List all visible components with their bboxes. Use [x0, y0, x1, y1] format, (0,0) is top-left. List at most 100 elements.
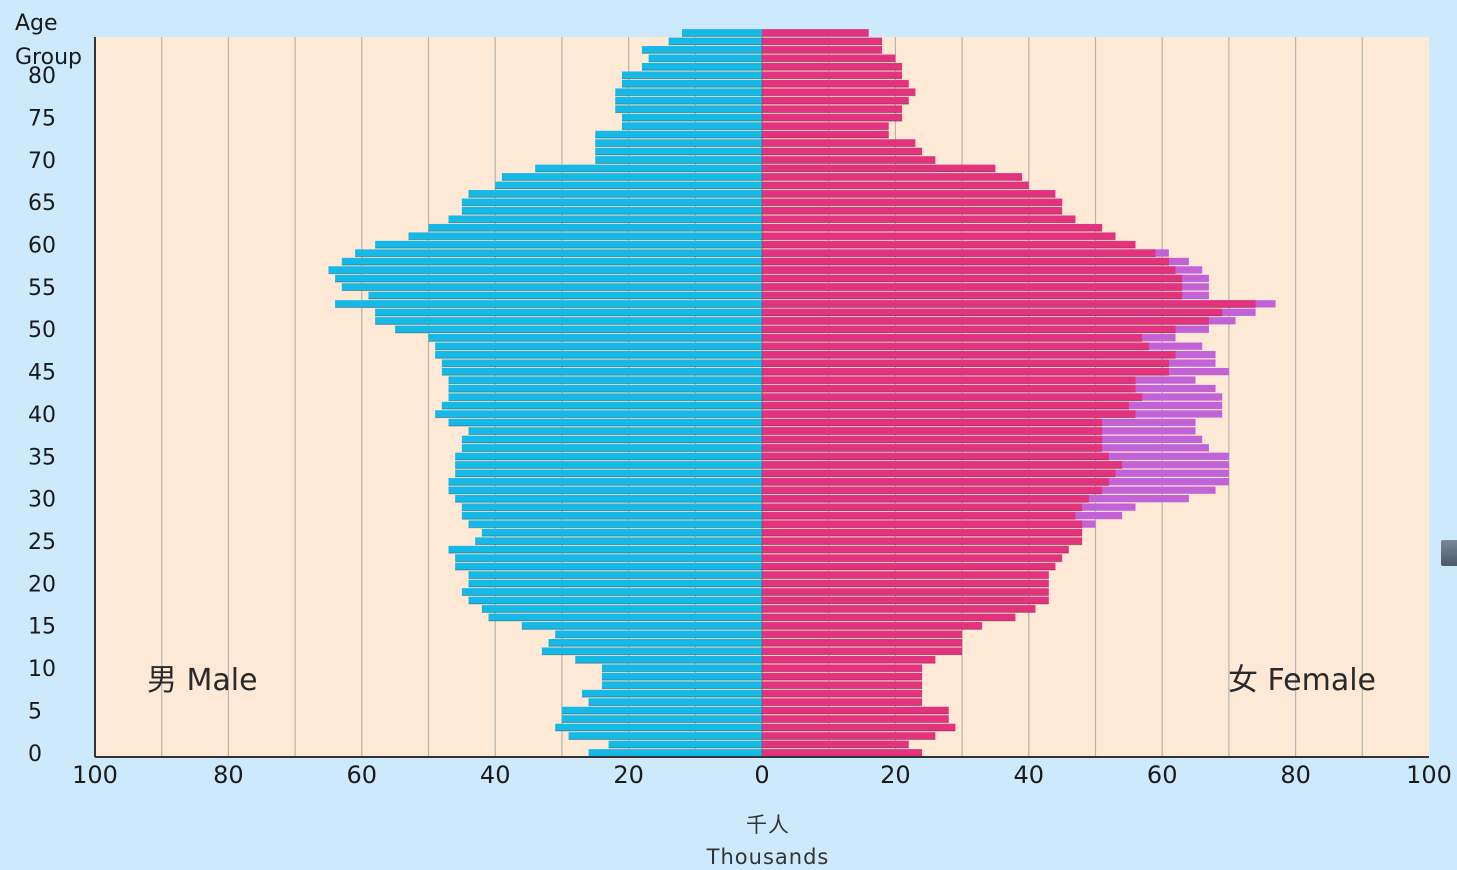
y-tick-label: 60 — [28, 234, 56, 259]
male-bar — [448, 393, 762, 401]
x-tick-labels: 100 80 60 40 20 0 20 40 60 80 100 — [72, 761, 1452, 789]
x-tick-label: 100 — [72, 761, 118, 789]
male-bar — [581, 689, 762, 698]
y-tick-label: 25 — [28, 530, 56, 555]
male-bar — [588, 698, 762, 706]
female-bar — [762, 207, 1063, 215]
y-axis-title-line2: Group — [15, 45, 82, 70]
male-bar — [468, 596, 762, 604]
male-bar — [681, 29, 762, 37]
female-bar — [762, 223, 1103, 232]
male-bar — [488, 613, 762, 621]
male-bar — [428, 334, 762, 342]
male-bar — [555, 723, 762, 731]
male-bar — [568, 732, 762, 740]
female-bar — [762, 240, 1136, 249]
female-bar — [762, 190, 1056, 198]
female-bar — [762, 749, 923, 757]
male-bar — [468, 190, 762, 198]
y-tick-label: 55 — [28, 276, 56, 301]
x-tick-label: 60 — [1147, 761, 1178, 789]
female-bar — [762, 630, 963, 638]
female-bar — [762, 520, 1083, 528]
male-bar — [455, 461, 762, 469]
male-bar — [461, 588, 762, 596]
male-bar — [448, 418, 762, 427]
male-bar — [448, 545, 762, 554]
male-bar — [561, 706, 762, 715]
x-tick-label: 100 — [1406, 761, 1452, 789]
female-bar — [762, 198, 1063, 206]
x-tick-label: 40 — [1014, 761, 1045, 789]
female-bar — [762, 308, 1223, 316]
female-bar — [762, 537, 1083, 545]
male-bar — [621, 71, 762, 79]
female-bar — [762, 452, 1109, 460]
female-bar — [762, 545, 1069, 554]
female-bar — [762, 418, 1103, 427]
male-bar — [608, 740, 762, 748]
male-bar — [468, 579, 762, 587]
female-bar — [762, 46, 883, 54]
y-tick-labels: 0 5 10 15 20 25 30 35 40 45 50 55 60 65 70 75 80 — [28, 64, 56, 767]
male-bar — [441, 367, 762, 376]
female-bar — [762, 164, 996, 172]
female-bar — [762, 528, 1083, 537]
y-tick-label: 20 — [28, 572, 56, 597]
female-bar — [762, 351, 1176, 359]
female-bar — [762, 427, 1103, 435]
male-bar — [588, 749, 762, 757]
female-bar — [762, 376, 1136, 384]
female-bar — [762, 232, 1116, 240]
female-bar — [762, 249, 1156, 257]
bars — [328, 29, 1276, 757]
female-bar — [762, 655, 936, 664]
unit-label-en: Thousands — [706, 845, 830, 869]
female-bar — [762, 54, 896, 62]
x-tick-label: 80 — [1280, 761, 1311, 789]
male-bar — [375, 240, 762, 249]
male-bar — [648, 54, 762, 62]
male-bar — [481, 605, 762, 613]
male-bar — [441, 401, 762, 410]
y-tick-label: 80 — [28, 64, 56, 89]
scroll-handle[interactable] — [1441, 540, 1457, 566]
female-bar — [762, 715, 949, 723]
female-bar — [762, 71, 903, 79]
female-bar — [762, 139, 916, 147]
male-bar — [621, 122, 762, 130]
y-tick-label: 30 — [28, 488, 56, 513]
male-bar — [375, 317, 762, 325]
male-bar — [641, 46, 762, 54]
female-bar — [762, 554, 1063, 562]
female-bar — [762, 384, 1136, 393]
male-bar — [455, 495, 762, 503]
male-bar — [335, 274, 762, 283]
male-bar — [455, 562, 762, 571]
female-bar — [762, 274, 1183, 283]
female-bar — [762, 266, 1176, 274]
female-bar — [762, 723, 956, 731]
male-bar — [448, 478, 762, 486]
male-bar — [448, 384, 762, 393]
male-bar — [468, 520, 762, 528]
y-tick-label: 0 — [28, 742, 42, 767]
y-tick-label: 70 — [28, 149, 56, 174]
male-bar — [601, 672, 762, 681]
female-bar — [762, 401, 1129, 410]
female-bar — [762, 96, 909, 105]
y-tick-label: 15 — [28, 615, 56, 640]
female-bar — [762, 283, 1183, 291]
female-bar — [762, 367, 1169, 376]
male-bar — [435, 410, 762, 418]
female-bar — [762, 300, 1256, 308]
female-bar — [762, 147, 923, 155]
male-bar — [601, 681, 762, 689]
male-bar — [461, 511, 762, 520]
male-bar — [395, 325, 762, 333]
female-bar — [762, 37, 883, 45]
male-bar — [595, 156, 762, 164]
female-bar — [762, 672, 923, 681]
female-bar — [762, 342, 1149, 350]
